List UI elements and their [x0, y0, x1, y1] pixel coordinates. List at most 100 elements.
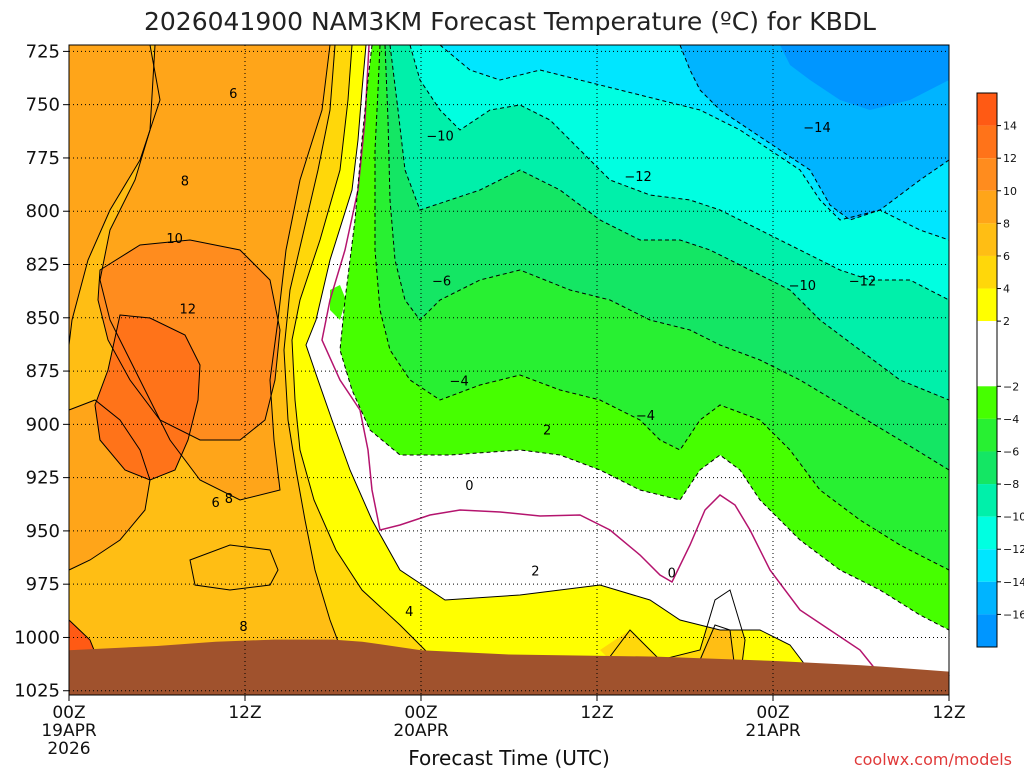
y-axis: 725 750 775 800 825 850 875 900 925 950 975 1000 102… [14, 41, 69, 702]
filled-contours [69, 45, 949, 695]
contour-line [599, 589, 746, 681]
fill-blue-neg16to18 [780, 45, 949, 110]
dashed-contour-line [384, 44, 950, 471]
contour-label: 6 [229, 87, 237, 102]
contour-label: 8 [181, 174, 189, 189]
contour-label: −14 [803, 121, 830, 136]
x-tick-label: 00Z [52, 703, 85, 723]
dashed-contour-line [439, 44, 950, 241]
contour-line [189, 544, 279, 591]
contour-line [305, 44, 816, 679]
colorbar-bin [977, 288, 997, 322]
x-tick-date: 21APR [745, 721, 801, 741]
colorbar-bin [977, 125, 997, 159]
colorbar-label: 12 [1003, 152, 1017, 165]
dashed-contour-line [679, 44, 950, 221]
zero-degree-line [321, 44, 891, 691]
contour-label: 4 [405, 605, 413, 620]
x-tick-date: 20APR [393, 721, 449, 741]
colorbar-label: 10 [1003, 185, 1017, 198]
contour-dashed [339, 44, 950, 631]
colorbar-label: −6 [1003, 445, 1019, 458]
colorbar-bin [977, 418, 997, 452]
colorbar-label: −4 [1003, 413, 1019, 426]
colorbar-bin [977, 223, 997, 256]
x-axis-label: Forecast Time (UTC) [408, 746, 610, 768]
fill-white-neg2to2 [306, 45, 949, 695]
contour-label: 0 [465, 479, 473, 494]
colorbar-label: −12 [1003, 543, 1024, 556]
contour-line [68, 44, 161, 346]
y-tick-label: 950 [26, 521, 60, 542]
contour-label: −4 [450, 375, 469, 390]
colorbar-label: 6 [1003, 250, 1010, 263]
x-tick-label: 00Z [404, 703, 437, 723]
plot-frame [68, 44, 950, 696]
colorbar-bin [977, 549, 997, 582]
colorbar-bin [977, 93, 997, 126]
contour-line [68, 399, 151, 571]
contour-label: −6 [432, 275, 451, 290]
contour-line [291, 44, 441, 696]
colorbar-bin [977, 158, 997, 191]
colorbar-bin [977, 516, 997, 550]
colorbar-bin [977, 255, 997, 289]
contour-line [94, 314, 201, 481]
contour-line [283, 44, 361, 696]
contour-label: −10 [426, 130, 453, 145]
y-tick-label: 875 [26, 361, 60, 382]
y-tick-label: 1000 [14, 627, 60, 648]
credit-text: coolwx.com/models [854, 750, 1012, 768]
x-tick-label: 12Z [932, 703, 965, 723]
colorbar-bin [977, 321, 997, 387]
contour-label: −12 [624, 170, 651, 185]
contour-label: 12 [180, 302, 197, 317]
colorbar-frame [976, 92, 998, 648]
contour-line [699, 624, 736, 671]
y-tick-label: 850 [26, 308, 60, 329]
contour-label: −12 [849, 275, 876, 290]
fill-orange-8to10 [69, 45, 160, 345]
colorbar-label: −16 [1003, 608, 1024, 621]
dashed-contour-line [389, 44, 950, 401]
y-tick-label: 975 [26, 574, 60, 595]
dashed-contour-line [374, 44, 950, 571]
y-tick-label: 800 [26, 201, 60, 222]
y-tick-label: 925 [26, 468, 60, 489]
dashed-contour-line [409, 44, 950, 301]
y-tick-label: 1025 [14, 681, 60, 702]
colorbar-label: −10 [1003, 511, 1024, 524]
colorbar-bin [977, 190, 997, 224]
colorbar-bin [977, 386, 997, 419]
chart-title: 2026041900 NAM3KM Forecast Temperature (… [144, 7, 876, 36]
contour-label: −10 [789, 279, 816, 294]
x-tick-label: 00Z [756, 703, 789, 723]
colorbar-bin [977, 451, 997, 485]
colorbar-label: 2 [1003, 315, 1010, 328]
fill-green-island [330, 285, 346, 320]
colorbar: 14 12 10 8 6 4 2 −2 −4 −6 −8 −10 −12 −14 −16 [976, 92, 1024, 648]
colorbar-bin [977, 581, 997, 615]
contour-label: 6 [212, 496, 220, 511]
y-tick-label: 775 [26, 148, 60, 169]
contour-label: 0 [668, 567, 676, 582]
x-tick-year: 2026 [47, 739, 90, 759]
contour-label: 8 [239, 620, 247, 635]
colorbar-bin [977, 614, 997, 647]
y-tick-label: 900 [26, 414, 60, 435]
colorbar-bin [977, 484, 997, 517]
contour-label: −4 [636, 409, 655, 424]
colorbar-label: −2 [1003, 380, 1019, 393]
contour-label: 10 [166, 232, 183, 247]
x-tick-date: 19APR [41, 721, 97, 741]
y-tick-label: 725 [26, 41, 60, 62]
x-tick-label: 12Z [580, 703, 613, 723]
contour-line [99, 44, 331, 501]
x-tick-label: 12Z [228, 703, 261, 723]
surface-terrain [69, 639, 949, 695]
contour-label: 8 [225, 492, 233, 507]
